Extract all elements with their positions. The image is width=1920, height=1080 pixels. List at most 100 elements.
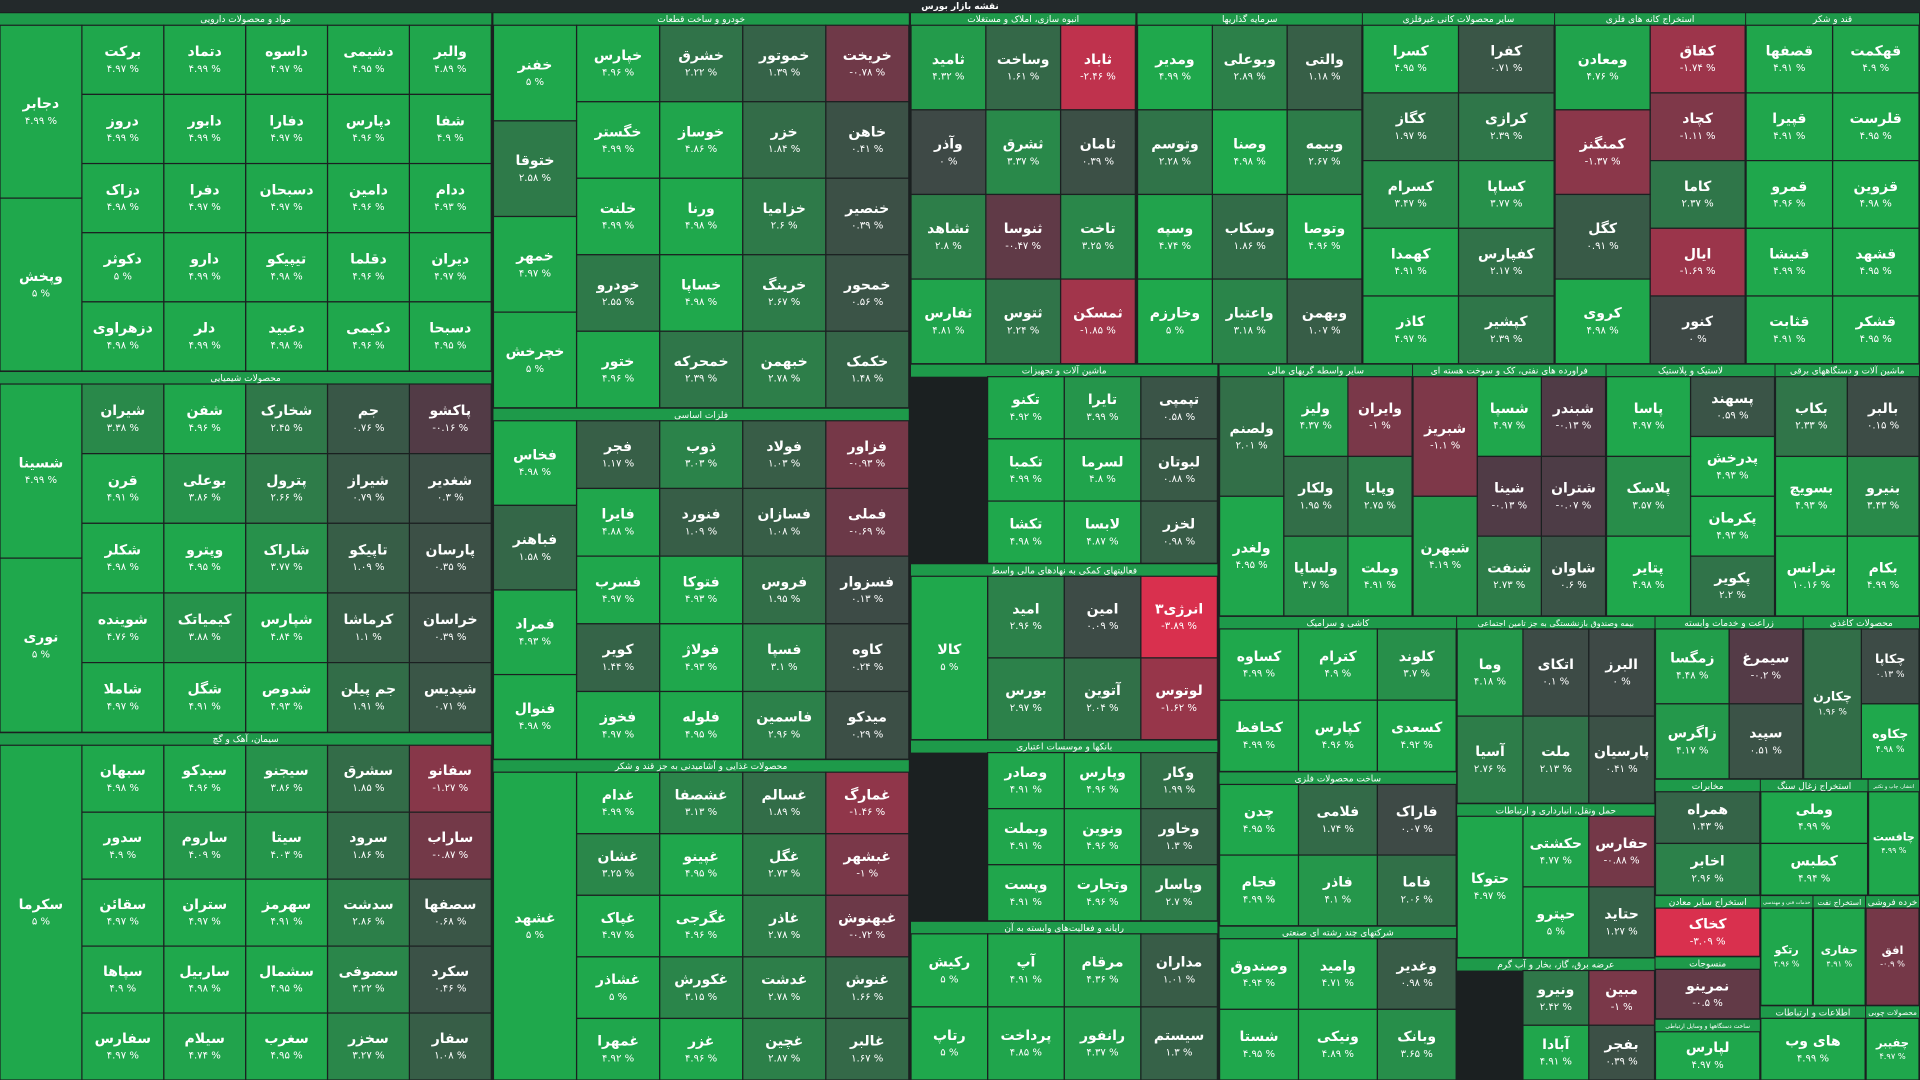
stock-tile xyxy=(742,177,827,256)
stock-symbol: فروس xyxy=(761,574,807,590)
stock-tile xyxy=(1867,791,1920,896)
stock-symbol: کیمیاتک xyxy=(178,612,233,628)
stock-change: ۰.۷۱ % xyxy=(1490,63,1523,74)
stock-symbol: سشرق xyxy=(344,763,393,779)
stock-tile xyxy=(1760,791,1869,845)
stock-tile xyxy=(1059,193,1136,280)
stock-symbol: خچرخش xyxy=(506,344,565,360)
stock-symbol: وپست xyxy=(1004,877,1047,893)
stock-change: ۱.۹۱ % xyxy=(352,702,385,713)
stock-tile xyxy=(658,330,744,409)
stock-tile xyxy=(1831,92,1920,162)
stock-symbol: خودرو xyxy=(596,277,640,293)
sector-header xyxy=(493,408,909,421)
stock-symbol: دکوثر xyxy=(103,252,142,268)
stock-symbol: رتکو xyxy=(1774,944,1799,957)
stock-change: ۵ % xyxy=(32,917,51,928)
stock-symbol: قشکر xyxy=(1855,314,1896,330)
stock-change: ۴.۹۸ % xyxy=(1860,199,1893,210)
stock-symbol: بکاب xyxy=(1795,401,1828,417)
stock-change: ۴.۹۱ % xyxy=(1773,63,1806,74)
stock-change: ۴.۹۵ % xyxy=(352,64,385,75)
stock-tile xyxy=(742,771,827,835)
stock-change: -۱.۷۴ % xyxy=(1680,63,1716,74)
stock-change: ۴.۷۴ % xyxy=(1159,241,1192,252)
stock-change: ۰.۵۹ % xyxy=(1716,411,1749,422)
stock-symbol: غسالم xyxy=(762,787,807,803)
stock-change: ۴.۹۸ % xyxy=(270,271,303,282)
sector: اطلاعات و ارتباطات های وب ۴.۹۹ % xyxy=(1760,1006,1866,1080)
stock-symbol: وپخش xyxy=(19,269,63,285)
stock-symbol: سصوفی xyxy=(339,964,399,980)
stock-symbol: کچاد xyxy=(1682,111,1714,127)
stock-change: ۴.۹۶ % xyxy=(602,68,635,79)
stock-tile xyxy=(1649,160,1746,229)
stock-change: ۴.۹۹ % xyxy=(189,133,222,144)
stock-change: ۴.۹ % xyxy=(109,984,136,995)
stock-symbol: حکشتی xyxy=(1530,836,1582,852)
stock-change: ۴.۹۹ % xyxy=(1881,846,1907,855)
sector-header xyxy=(1606,364,1775,377)
stock-change: ۴.۹۶ % xyxy=(352,202,385,213)
stock-change: ۴.۹۵ % xyxy=(1243,1049,1276,1060)
stock-symbol: کسعدی xyxy=(1391,720,1443,736)
stock-tile xyxy=(408,811,492,880)
stock-tile xyxy=(245,232,329,303)
stock-tile xyxy=(1063,438,1142,502)
stock-tile xyxy=(1140,933,1218,1008)
stock-change: -۱.۸۵ % xyxy=(1080,325,1116,336)
stock-change: ۳.۸۸ % xyxy=(189,632,222,643)
stock-change: ۰.۶ % xyxy=(1560,580,1587,591)
stock-symbol: شاراک xyxy=(263,542,309,558)
stock-symbol: کساوه xyxy=(1237,649,1282,665)
sector-name: شرکتهای چند رشته ای صنعتی xyxy=(1282,929,1394,939)
stock-symbol: قشهد xyxy=(1855,246,1896,262)
stock-symbol: خکمک xyxy=(846,354,888,370)
stock-symbol: شپدیس xyxy=(424,682,477,698)
stock-tile xyxy=(1745,227,1834,297)
stock-symbol: سفانو xyxy=(428,763,472,779)
stock-symbol: ایال xyxy=(1684,246,1711,262)
stock-tile xyxy=(1654,842,1761,896)
stock-symbol: سیدکو xyxy=(181,763,227,779)
stock-change: ۴.۸۶ % xyxy=(685,144,718,155)
stock-change: ۲.۴۵ % xyxy=(270,423,303,434)
stock-tile xyxy=(1588,886,1656,959)
stock-change: ۴.۹۳ % xyxy=(685,594,718,605)
stock-change: ۴.۹۱ % xyxy=(1010,897,1043,908)
stock-tile xyxy=(1412,495,1478,617)
stock-symbol: فسازان xyxy=(757,507,810,523)
sector-name: استخراج کانه های فلزی xyxy=(1606,15,1695,25)
stock-tile xyxy=(825,690,910,760)
stock-symbol: سدشت xyxy=(343,897,393,913)
stock-tile xyxy=(1218,938,1300,1010)
stock-symbol: شاملا xyxy=(104,682,142,698)
stock-symbol: شیران xyxy=(100,403,145,419)
stock-change: ۱.۱۸ % xyxy=(1308,72,1341,83)
stock-change: ۴.۹۷ % xyxy=(434,271,467,282)
stock-symbol: پکویر xyxy=(1713,570,1750,586)
stock-tile xyxy=(1059,278,1136,365)
stock-symbol: وکار xyxy=(1163,765,1194,781)
stock-change: ۴.۸۱ % xyxy=(932,325,965,336)
stock-change: ۱.۹۵ % xyxy=(1300,500,1332,511)
stock-change: ۴.۹۷ % xyxy=(602,930,635,941)
stock-symbol: کخاک xyxy=(1689,917,1728,933)
stock-symbol: دتماد xyxy=(188,44,222,60)
stock-symbol: فسزوار xyxy=(839,574,894,590)
stock-change: -۰.۹ % xyxy=(1880,959,1905,969)
stock-tile xyxy=(1059,109,1136,196)
stock-tile xyxy=(1140,751,1218,810)
stock-symbol: اتکای xyxy=(1538,657,1574,673)
stock-change: ۰.۷۱ % xyxy=(434,702,467,713)
stock-tile xyxy=(245,162,329,234)
stock-symbol: فسپا xyxy=(767,642,801,658)
stock-change: ۴.۹۹ % xyxy=(107,133,140,144)
stock-change: ۴.۹۷ % xyxy=(107,64,140,75)
stock-tile xyxy=(326,232,410,303)
stock-symbol: لبوتان xyxy=(1158,454,1200,470)
sector-header xyxy=(911,564,1218,577)
sector-name: ساخت دستگاهها و وسایل ارتباطی xyxy=(1665,1022,1750,1030)
stock-change: ۳.۱۸ % xyxy=(1234,325,1267,336)
stock-symbol: کفرا xyxy=(1490,43,1523,59)
